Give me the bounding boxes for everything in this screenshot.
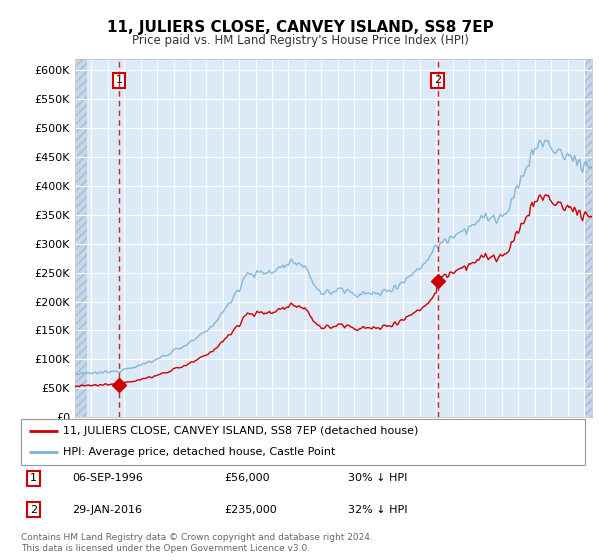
Text: 1: 1 (30, 473, 37, 483)
Text: 30% ↓ HPI: 30% ↓ HPI (348, 473, 407, 483)
Text: 11, JULIERS CLOSE, CANVEY ISLAND, SS8 7EP: 11, JULIERS CLOSE, CANVEY ISLAND, SS8 7E… (107, 20, 493, 35)
Text: HPI: Average price, detached house, Castle Point: HPI: Average price, detached house, Cast… (64, 447, 335, 458)
Bar (75, 59, 88, 417)
Bar (584, 59, 592, 417)
Text: Price paid vs. HM Land Registry's House Price Index (HPI): Price paid vs. HM Land Registry's House … (131, 34, 469, 46)
Text: 32% ↓ HPI: 32% ↓ HPI (348, 505, 407, 515)
Text: £56,000: £56,000 (224, 473, 269, 483)
Text: 06-SEP-1996: 06-SEP-1996 (72, 473, 143, 483)
Text: £235,000: £235,000 (224, 505, 277, 515)
Text: 11, JULIERS CLOSE, CANVEY ISLAND, SS8 7EP (detached house): 11, JULIERS CLOSE, CANVEY ISLAND, SS8 7E… (64, 426, 419, 436)
Text: 1: 1 (116, 75, 122, 85)
FancyBboxPatch shape (21, 419, 585, 465)
Text: 2: 2 (30, 505, 37, 515)
Text: 2: 2 (434, 75, 441, 85)
Text: 29-JAN-2016: 29-JAN-2016 (72, 505, 142, 515)
Text: Contains HM Land Registry data © Crown copyright and database right 2024.
This d: Contains HM Land Registry data © Crown c… (21, 533, 373, 553)
